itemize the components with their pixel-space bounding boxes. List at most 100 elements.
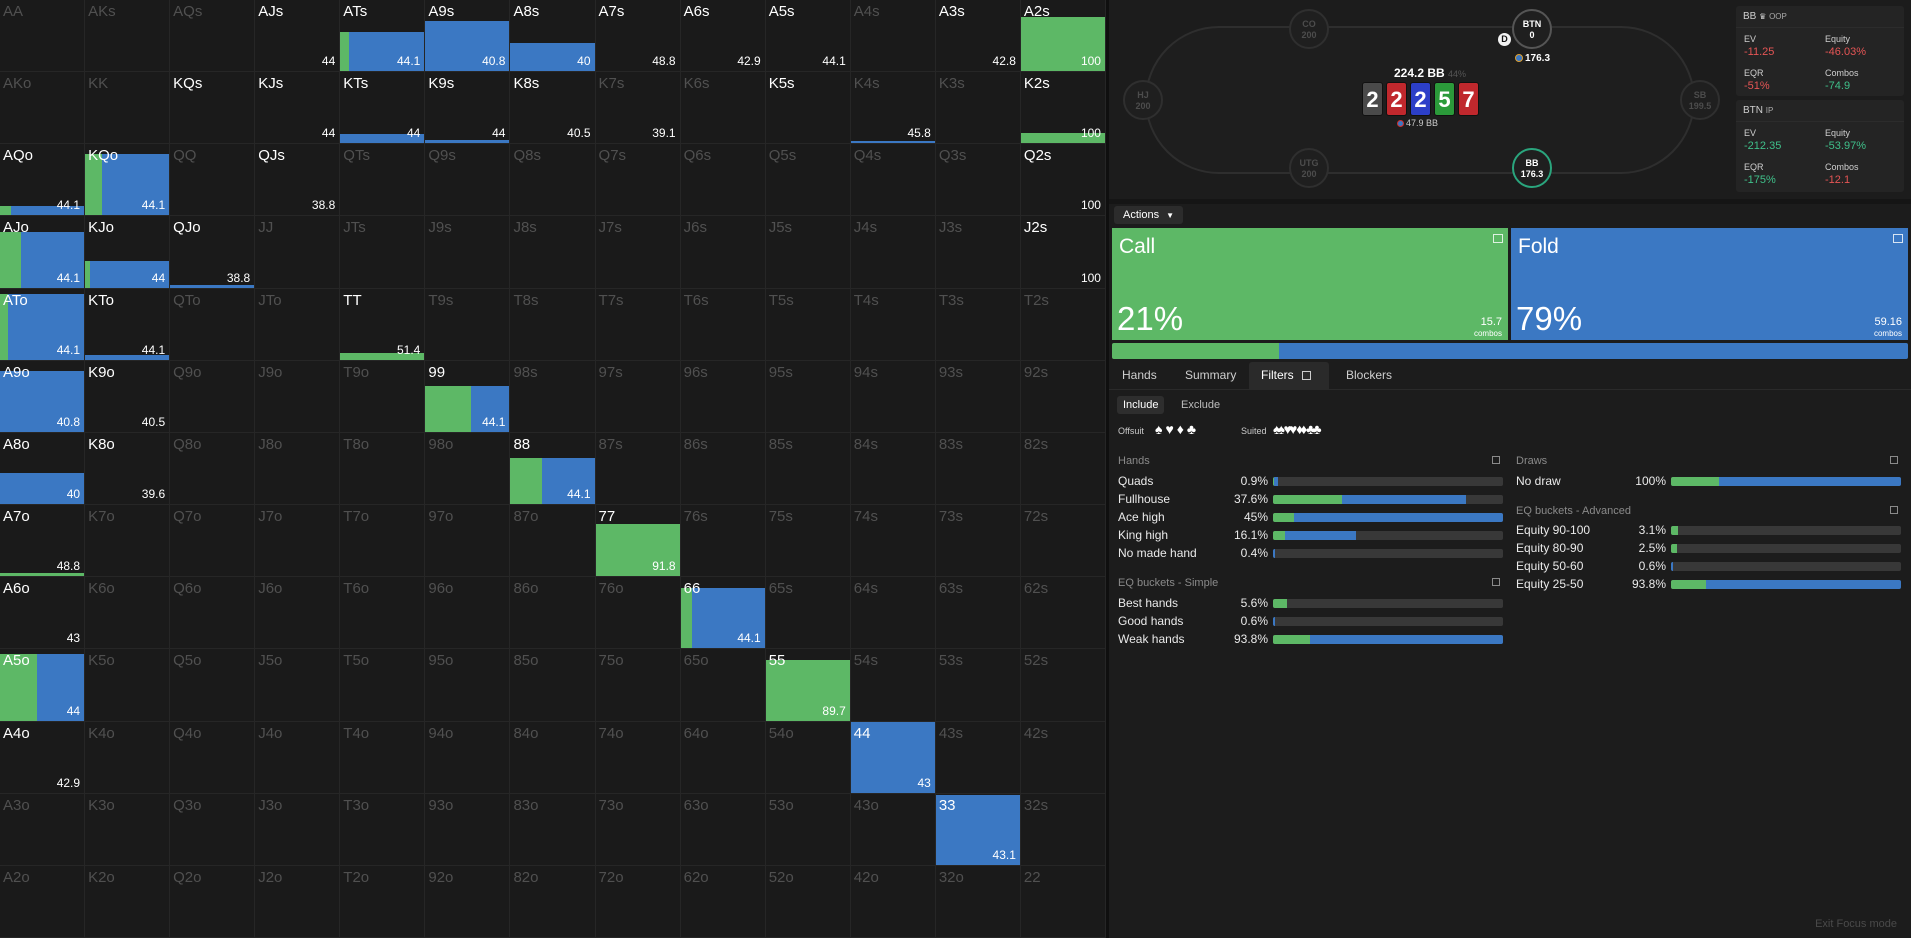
hand-cell-K9s[interactable]: K9s 44 — [425, 72, 511, 145]
eq-simple-row[interactable]: Best hands 5.6% — [1118, 594, 1503, 612]
hand-cell-97s[interactable]: 97s — [595, 360, 681, 433]
hand-cell-T7s[interactable]: T7s — [595, 288, 681, 361]
diamond-icon[interactable]: ♦ — [1176, 421, 1187, 437]
hand-cell-62o[interactable]: 62o — [680, 865, 766, 938]
hand-cell-A4s[interactable]: A4s — [850, 0, 936, 73]
hand-cell-A2s[interactable]: A2s 100 — [1020, 0, 1106, 73]
hand-cell-KJs[interactable]: KJs 44 — [255, 72, 341, 145]
hand-cell-J3o[interactable]: J3o — [255, 793, 341, 866]
hand-cell-73o[interactable]: 73o — [595, 793, 681, 866]
hand-cell-63o[interactable]: 63o — [680, 793, 766, 866]
hand-cell-K8o[interactable]: K8o 39.6 — [85, 432, 171, 506]
hand-cell-72o[interactable]: 72o — [595, 865, 681, 938]
seat-co[interactable]: CO 200 — [1289, 9, 1329, 49]
hand-cell-T8s[interactable]: T8s — [510, 288, 596, 361]
hand-cell-J8o[interactable]: J8o — [255, 432, 341, 506]
hand-cell-J5o[interactable]: J5o — [255, 649, 341, 722]
eq-advanced-row[interactable]: Equity 80-90 2.5% — [1516, 539, 1901, 557]
hand-cell-22[interactable]: 22 — [1020, 865, 1106, 938]
hand-cell-Q3o[interactable]: Q3o — [170, 793, 256, 866]
hand-cell-A3o[interactable]: A3o — [0, 793, 86, 866]
hand-cell-Q5o[interactable]: Q5o — [170, 649, 256, 722]
seat-utg[interactable]: UTG 200 — [1289, 148, 1329, 188]
hand-cell-J6s[interactable]: J6s — [680, 216, 766, 289]
hand-cell-44[interactable]: 44 43 — [850, 721, 936, 794]
exclude-toggle[interactable]: Exclude — [1181, 399, 1221, 411]
hand-cell-AKs[interactable]: AKs — [85, 0, 171, 73]
hand-cell-94s[interactable]: 94s — [850, 360, 936, 433]
hand-cell-KTs[interactable]: KTs 44 — [340, 72, 426, 145]
hand-cell-92o[interactable]: 92o — [425, 865, 511, 938]
hand-cell-87o[interactable]: 87o — [510, 505, 596, 578]
hand-cell-73s[interactable]: 73s — [935, 505, 1021, 578]
hand-cell-Q2s[interactable]: Q2s 100 — [1020, 144, 1106, 217]
hand-cell-J9o[interactable]: J9o — [255, 360, 341, 433]
hand-cell-T6s[interactable]: T6s — [680, 288, 766, 361]
hand-cell-84o[interactable]: 84o — [510, 721, 596, 794]
tab-summary[interactable]: Summary — [1185, 368, 1237, 382]
hand-cell-Q2o[interactable]: Q2o — [170, 865, 256, 938]
hand-cell-63s[interactable]: 63s — [935, 577, 1021, 650]
action-card-fold[interactable]: Fold 79% 59.16 combos — [1511, 228, 1908, 340]
expand-icon[interactable] — [1493, 234, 1503, 243]
hand-cell-T7o[interactable]: T7o — [340, 505, 426, 578]
hand-cell-76s[interactable]: 76s — [680, 505, 766, 578]
hand-cell-QTs[interactable]: QTs — [340, 144, 426, 217]
panel-divider[interactable] — [1106, 0, 1109, 938]
hand-cell-T3o[interactable]: T3o — [340, 793, 426, 866]
eq-simple-row[interactable]: Weak hands 93.8% — [1118, 630, 1503, 648]
hand-cell-66[interactable]: 66 44.1 — [680, 577, 766, 650]
suited-diamonds-icon[interactable]: ♦♦ — [1296, 421, 1307, 437]
hand-cell-72s[interactable]: 72s — [1020, 505, 1106, 578]
hand-cell-T4o[interactable]: T4o — [340, 721, 426, 794]
hand-cell-QJs[interactable]: QJs 38.8 — [255, 144, 341, 217]
seat-hj[interactable]: HJ 200 — [1123, 80, 1163, 120]
hand-cell-65o[interactable]: 65o — [680, 649, 766, 722]
tab-blockers[interactable]: Blockers — [1346, 368, 1393, 382]
hand-cell-86s[interactable]: 86s — [680, 432, 766, 506]
hand-cell-QQ[interactable]: QQ — [170, 144, 256, 217]
hand-cell-J7s[interactable]: J7s — [595, 216, 681, 289]
hand-cell-Q4s[interactable]: Q4s — [850, 144, 936, 217]
hand-cell-75s[interactable]: 75s — [765, 505, 851, 578]
hand-cell-33[interactable]: 33 43.1 — [935, 793, 1021, 866]
hand-cell-98s[interactable]: 98s — [510, 360, 596, 433]
tab-filters[interactable]: Filters — [1249, 362, 1329, 390]
hand-cell-KK[interactable]: KK — [85, 72, 171, 145]
hand-cell-Q4o[interactable]: Q4o — [170, 721, 256, 794]
hand-cell-J7o[interactable]: J7o — [255, 505, 341, 578]
hand-cell-Q7s[interactable]: Q7s — [595, 144, 681, 217]
hand-cell-A5o[interactable]: A5o 44 — [0, 649, 86, 722]
hand-cell-77[interactable]: 77 91.8 — [595, 505, 681, 578]
hand-cell-42o[interactable]: 42o — [850, 865, 936, 938]
hands-row[interactable]: Quads 0.9% — [1118, 472, 1503, 490]
hand-cell-83s[interactable]: 83s — [935, 432, 1021, 506]
hand-cell-32o[interactable]: 32o — [935, 865, 1021, 938]
hand-cell-K5o[interactable]: K5o — [85, 649, 171, 722]
eq-simple-row[interactable]: Good hands 0.6% — [1118, 612, 1503, 630]
hand-cell-65s[interactable]: 65s — [765, 577, 851, 650]
hand-cell-A6o[interactable]: A6o 43 — [0, 577, 86, 650]
hand-cell-52s[interactable]: 52s — [1020, 649, 1106, 722]
hand-cell-J4o[interactable]: J4o — [255, 721, 341, 794]
hand-cell-76o[interactable]: 76o — [595, 577, 681, 650]
hand-cell-82o[interactable]: 82o — [510, 865, 596, 938]
hand-cell-A9o[interactable]: A9o 40.8 — [0, 360, 86, 433]
hand-cell-53o[interactable]: 53o — [765, 793, 851, 866]
hand-cell-K5s[interactable]: K5s — [765, 72, 851, 145]
hand-cell-K7s[interactable]: K7s 39.1 — [595, 72, 681, 145]
seat-sb[interactable]: SB 199.5 — [1680, 80, 1720, 120]
hand-cell-A8s[interactable]: A8s 40 — [510, 0, 596, 73]
actions-dropdown[interactable]: Actions ▼ — [1114, 206, 1184, 224]
hand-cell-95o[interactable]: 95o — [425, 649, 511, 722]
hand-cell-K4o[interactable]: K4o — [85, 721, 171, 794]
eq-advanced-row[interactable]: Equity 25-50 93.8% — [1516, 575, 1901, 593]
club-icon[interactable]: ♣ — [1186, 421, 1200, 437]
hand-cell-43s[interactable]: 43s — [935, 721, 1021, 794]
hand-cell-Q8s[interactable]: Q8s — [510, 144, 596, 217]
hand-cell-84s[interactable]: 84s — [850, 432, 936, 506]
hands-row[interactable]: King high 16.1% — [1118, 526, 1503, 544]
eq-advanced-row[interactable]: Equity 90-100 3.1% — [1516, 521, 1901, 539]
hand-cell-K2s[interactable]: K2s 100 — [1020, 72, 1106, 145]
hand-cell-96s[interactable]: 96s — [680, 360, 766, 433]
